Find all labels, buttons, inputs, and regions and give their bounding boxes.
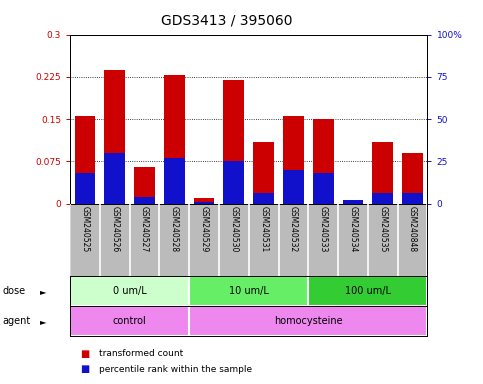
Text: GSM240532: GSM240532: [289, 206, 298, 252]
Bar: [342, 202, 363, 204]
Text: ■: ■: [80, 364, 89, 374]
Text: GSM240530: GSM240530: [229, 206, 238, 252]
Text: dose: dose: [2, 286, 26, 296]
Text: GSM240526: GSM240526: [110, 206, 119, 252]
Text: GSM240528: GSM240528: [170, 206, 179, 252]
Bar: [189, 276, 308, 306]
Text: GSM240533: GSM240533: [319, 206, 327, 252]
Text: 10 um/L: 10 um/L: [229, 286, 269, 296]
Text: GSM240534: GSM240534: [349, 206, 357, 252]
Text: GDS3413 / 395060: GDS3413 / 395060: [161, 13, 293, 27]
Bar: [372, 142, 393, 204]
Text: GSM240527: GSM240527: [140, 206, 149, 252]
Bar: [104, 70, 125, 204]
Bar: [313, 119, 334, 204]
Bar: [342, 200, 363, 204]
Bar: [74, 173, 95, 204]
Bar: [224, 79, 244, 204]
Bar: [402, 153, 423, 204]
Text: ■: ■: [80, 349, 89, 359]
Bar: [164, 75, 185, 204]
Text: 100 um/L: 100 um/L: [345, 286, 391, 296]
Bar: [189, 306, 427, 336]
Bar: [283, 170, 304, 204]
Text: homocysteine: homocysteine: [274, 316, 342, 326]
Bar: [313, 173, 334, 204]
Text: transformed count: transformed count: [99, 349, 183, 358]
Bar: [70, 306, 189, 336]
Text: GSM240529: GSM240529: [199, 206, 209, 252]
Bar: [134, 167, 155, 204]
Text: control: control: [113, 316, 146, 326]
Text: GSM240531: GSM240531: [259, 206, 268, 252]
Bar: [74, 116, 95, 204]
Bar: [253, 194, 274, 204]
Bar: [283, 116, 304, 204]
Bar: [194, 198, 214, 204]
Bar: [308, 276, 427, 306]
Bar: [224, 161, 244, 204]
Text: ►: ►: [40, 287, 46, 296]
Text: 0 um/L: 0 um/L: [113, 286, 146, 296]
Bar: [402, 194, 423, 204]
Text: GSM240525: GSM240525: [81, 206, 89, 252]
Bar: [104, 153, 125, 204]
Bar: [372, 194, 393, 204]
Text: percentile rank within the sample: percentile rank within the sample: [99, 364, 252, 374]
Text: GSM240535: GSM240535: [378, 206, 387, 252]
Bar: [194, 202, 214, 204]
Text: ►: ►: [40, 317, 46, 326]
Text: GSM240848: GSM240848: [408, 206, 417, 252]
Text: agent: agent: [2, 316, 30, 326]
Bar: [253, 142, 274, 204]
Bar: [164, 158, 185, 204]
Bar: [70, 276, 189, 306]
Bar: [134, 197, 155, 204]
